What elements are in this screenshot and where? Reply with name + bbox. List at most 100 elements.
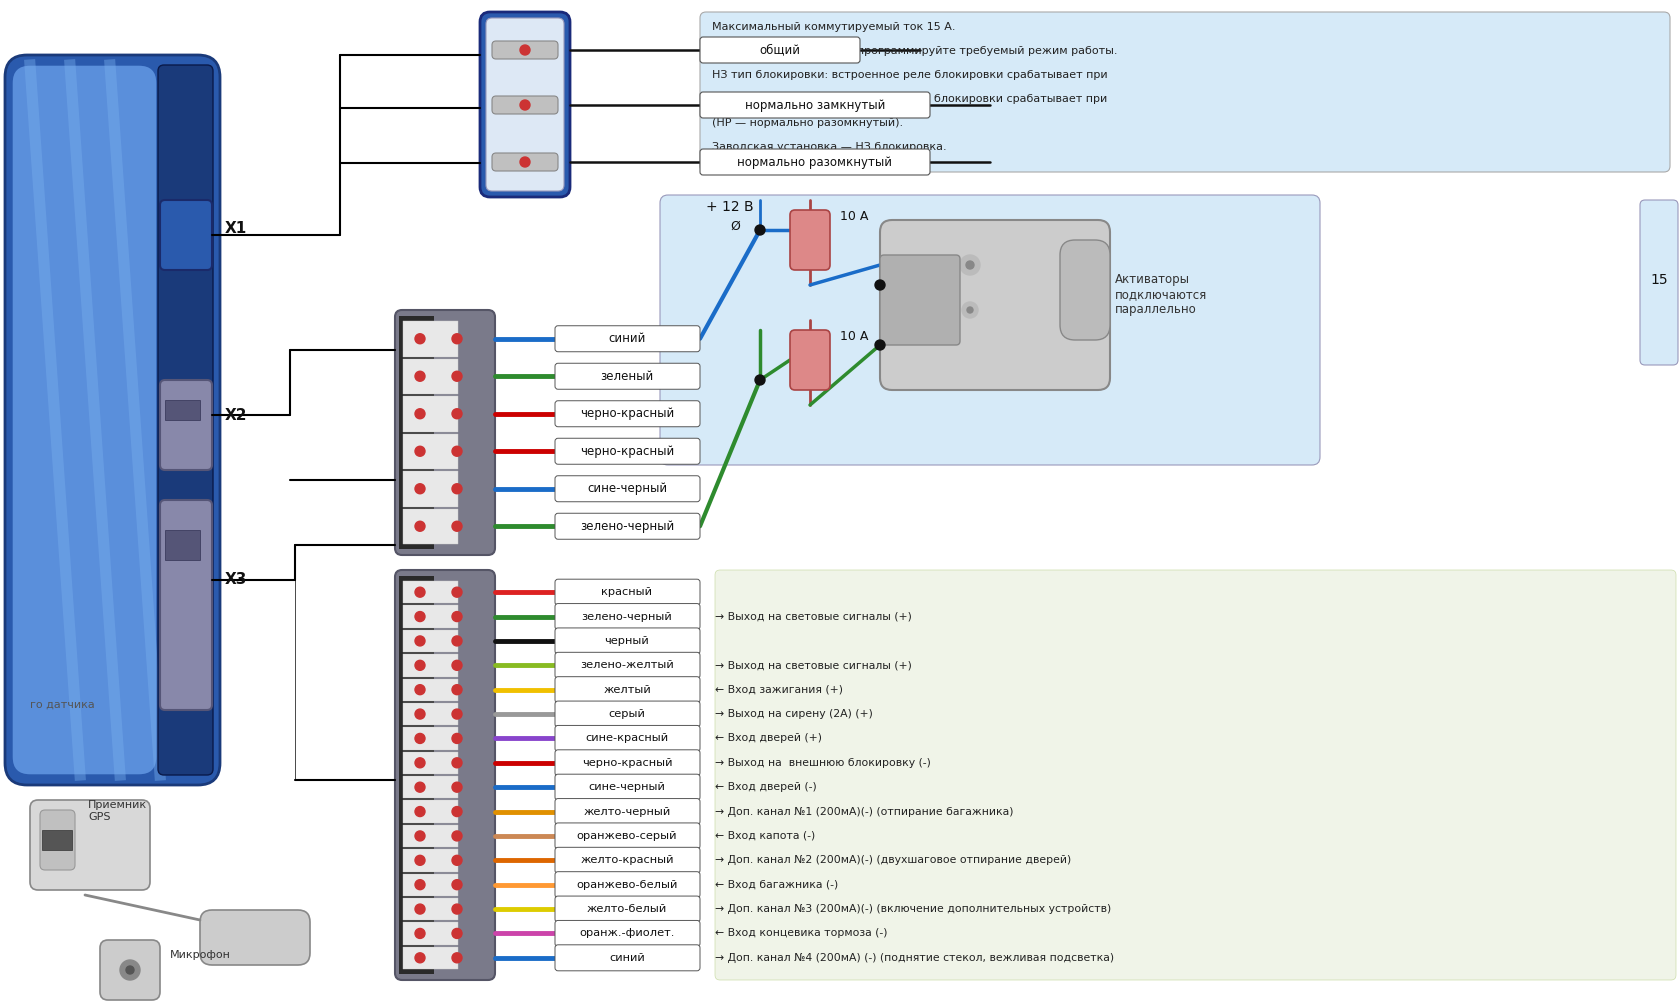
Text: 15: 15 xyxy=(1650,273,1667,287)
Circle shape xyxy=(961,302,978,318)
Circle shape xyxy=(452,733,462,743)
FancyBboxPatch shape xyxy=(200,910,309,965)
Text: Ø: Ø xyxy=(729,220,739,233)
Circle shape xyxy=(415,521,425,531)
FancyBboxPatch shape xyxy=(12,65,156,775)
Circle shape xyxy=(452,758,462,768)
Circle shape xyxy=(452,334,462,344)
Bar xyxy=(403,923,457,945)
FancyBboxPatch shape xyxy=(30,800,150,890)
Circle shape xyxy=(875,280,884,290)
Text: → Выход на световые сигналы (+): → Выход на световые сигналы (+) xyxy=(714,612,911,622)
Text: нормально замкнутый: нормально замкнутый xyxy=(744,99,885,112)
Circle shape xyxy=(519,100,529,110)
Circle shape xyxy=(452,612,462,622)
Circle shape xyxy=(452,588,462,598)
Text: нормально разомкнутый: нормально разомкнутый xyxy=(738,156,892,168)
Text: оранжево-белый: оранжево-белый xyxy=(576,879,677,889)
Circle shape xyxy=(452,904,462,914)
Circle shape xyxy=(415,636,425,646)
Circle shape xyxy=(452,660,462,670)
FancyBboxPatch shape xyxy=(554,400,699,427)
FancyBboxPatch shape xyxy=(395,570,494,980)
Circle shape xyxy=(754,225,764,235)
Text: → Доп. канал №3 (200мА)(-) (включение дополнительных устройств): → Доп. канал №3 (200мА)(-) (включение до… xyxy=(714,904,1110,914)
Text: НР тип блокировки: встроенное реле блокировки срабатывает при: НР тип блокировки: встроенное реле блоки… xyxy=(712,94,1107,104)
Text: Микрофон: Микрофон xyxy=(170,950,230,960)
Circle shape xyxy=(415,447,425,457)
Bar xyxy=(403,727,457,749)
FancyBboxPatch shape xyxy=(554,439,699,464)
Text: ← Вход капота (-): ← Вход капота (-) xyxy=(714,831,815,841)
FancyBboxPatch shape xyxy=(554,628,699,654)
Text: → Доп. канал №1 (200мА)(-) (отпирание багажника): → Доп. канал №1 (200мА)(-) (отпирание ба… xyxy=(714,807,1013,817)
FancyBboxPatch shape xyxy=(699,12,1668,172)
Text: → Выход на  внешнюю блокировку (-): → Выход на внешнюю блокировку (-) xyxy=(714,758,931,768)
Text: X1: X1 xyxy=(225,220,247,235)
Text: оранжево-серый: оранжево-серый xyxy=(576,831,677,841)
FancyBboxPatch shape xyxy=(160,500,212,710)
Bar xyxy=(398,576,433,974)
Text: 10 А: 10 А xyxy=(840,330,869,343)
FancyBboxPatch shape xyxy=(699,37,860,63)
Bar xyxy=(403,508,457,544)
Circle shape xyxy=(415,855,425,865)
Text: → Выход на сирену (2А) (+): → Выход на сирену (2А) (+) xyxy=(714,709,872,719)
Text: желто-белый: желто-белый xyxy=(586,904,667,914)
Bar xyxy=(403,630,457,652)
FancyBboxPatch shape xyxy=(158,65,213,775)
FancyBboxPatch shape xyxy=(554,847,699,873)
Circle shape xyxy=(415,588,425,598)
Circle shape xyxy=(452,371,462,381)
Bar xyxy=(403,849,457,871)
Text: оранж.-фиолет.: оранж.-фиолет. xyxy=(580,929,674,939)
Bar xyxy=(403,678,457,701)
Circle shape xyxy=(452,807,462,817)
Text: Максимальный коммутируемый ток 15 А.: Максимальный коммутируемый ток 15 А. xyxy=(712,22,954,32)
Circle shape xyxy=(452,484,462,494)
Text: зелено-черный: зелено-черный xyxy=(581,612,672,622)
Circle shape xyxy=(452,685,462,695)
FancyBboxPatch shape xyxy=(554,775,699,800)
FancyBboxPatch shape xyxy=(660,195,1319,465)
Circle shape xyxy=(452,831,462,841)
Text: + 12 В: + 12 В xyxy=(706,200,753,214)
Circle shape xyxy=(415,953,425,963)
Circle shape xyxy=(452,408,462,418)
Circle shape xyxy=(415,733,425,743)
FancyBboxPatch shape xyxy=(160,200,212,270)
Circle shape xyxy=(754,375,764,385)
Text: → Доп. канал №2 (200мА)(-) (двухшаговое отпирание дверей): → Доп. канал №2 (200мА)(-) (двухшаговое … xyxy=(714,855,1070,865)
Bar xyxy=(403,825,457,847)
Text: черно-красный: черно-красный xyxy=(580,407,674,421)
Circle shape xyxy=(452,953,462,963)
Bar xyxy=(403,898,457,920)
Text: черный: черный xyxy=(605,636,648,646)
Circle shape xyxy=(415,758,425,768)
FancyBboxPatch shape xyxy=(554,701,699,727)
Text: желто-черный: желто-черный xyxy=(583,807,670,817)
FancyBboxPatch shape xyxy=(5,55,220,785)
Bar xyxy=(403,471,457,506)
FancyBboxPatch shape xyxy=(699,149,929,175)
FancyBboxPatch shape xyxy=(1640,200,1677,365)
Text: зелено-желтый: зелено-желтый xyxy=(580,660,674,670)
Text: черно-красный: черно-красный xyxy=(580,445,674,458)
FancyBboxPatch shape xyxy=(790,330,830,390)
Circle shape xyxy=(452,783,462,792)
Circle shape xyxy=(452,521,462,531)
FancyBboxPatch shape xyxy=(395,310,494,555)
Text: синий: синий xyxy=(608,332,645,345)
Text: ← Вход зажигания (+): ← Вход зажигания (+) xyxy=(714,685,842,695)
Circle shape xyxy=(966,261,973,269)
FancyBboxPatch shape xyxy=(554,896,699,923)
Circle shape xyxy=(415,929,425,939)
Text: Заводская установка — НЗ блокировка.: Заводская установка — НЗ блокировка. xyxy=(712,142,946,152)
Bar xyxy=(403,606,457,628)
FancyBboxPatch shape xyxy=(554,945,699,971)
Circle shape xyxy=(452,709,462,719)
Circle shape xyxy=(119,960,139,980)
Text: желтый: желтый xyxy=(603,685,650,695)
Circle shape xyxy=(959,255,979,275)
Text: (НР — нормально разомкнутый).: (НР — нормально разомкнутый). xyxy=(712,118,902,128)
